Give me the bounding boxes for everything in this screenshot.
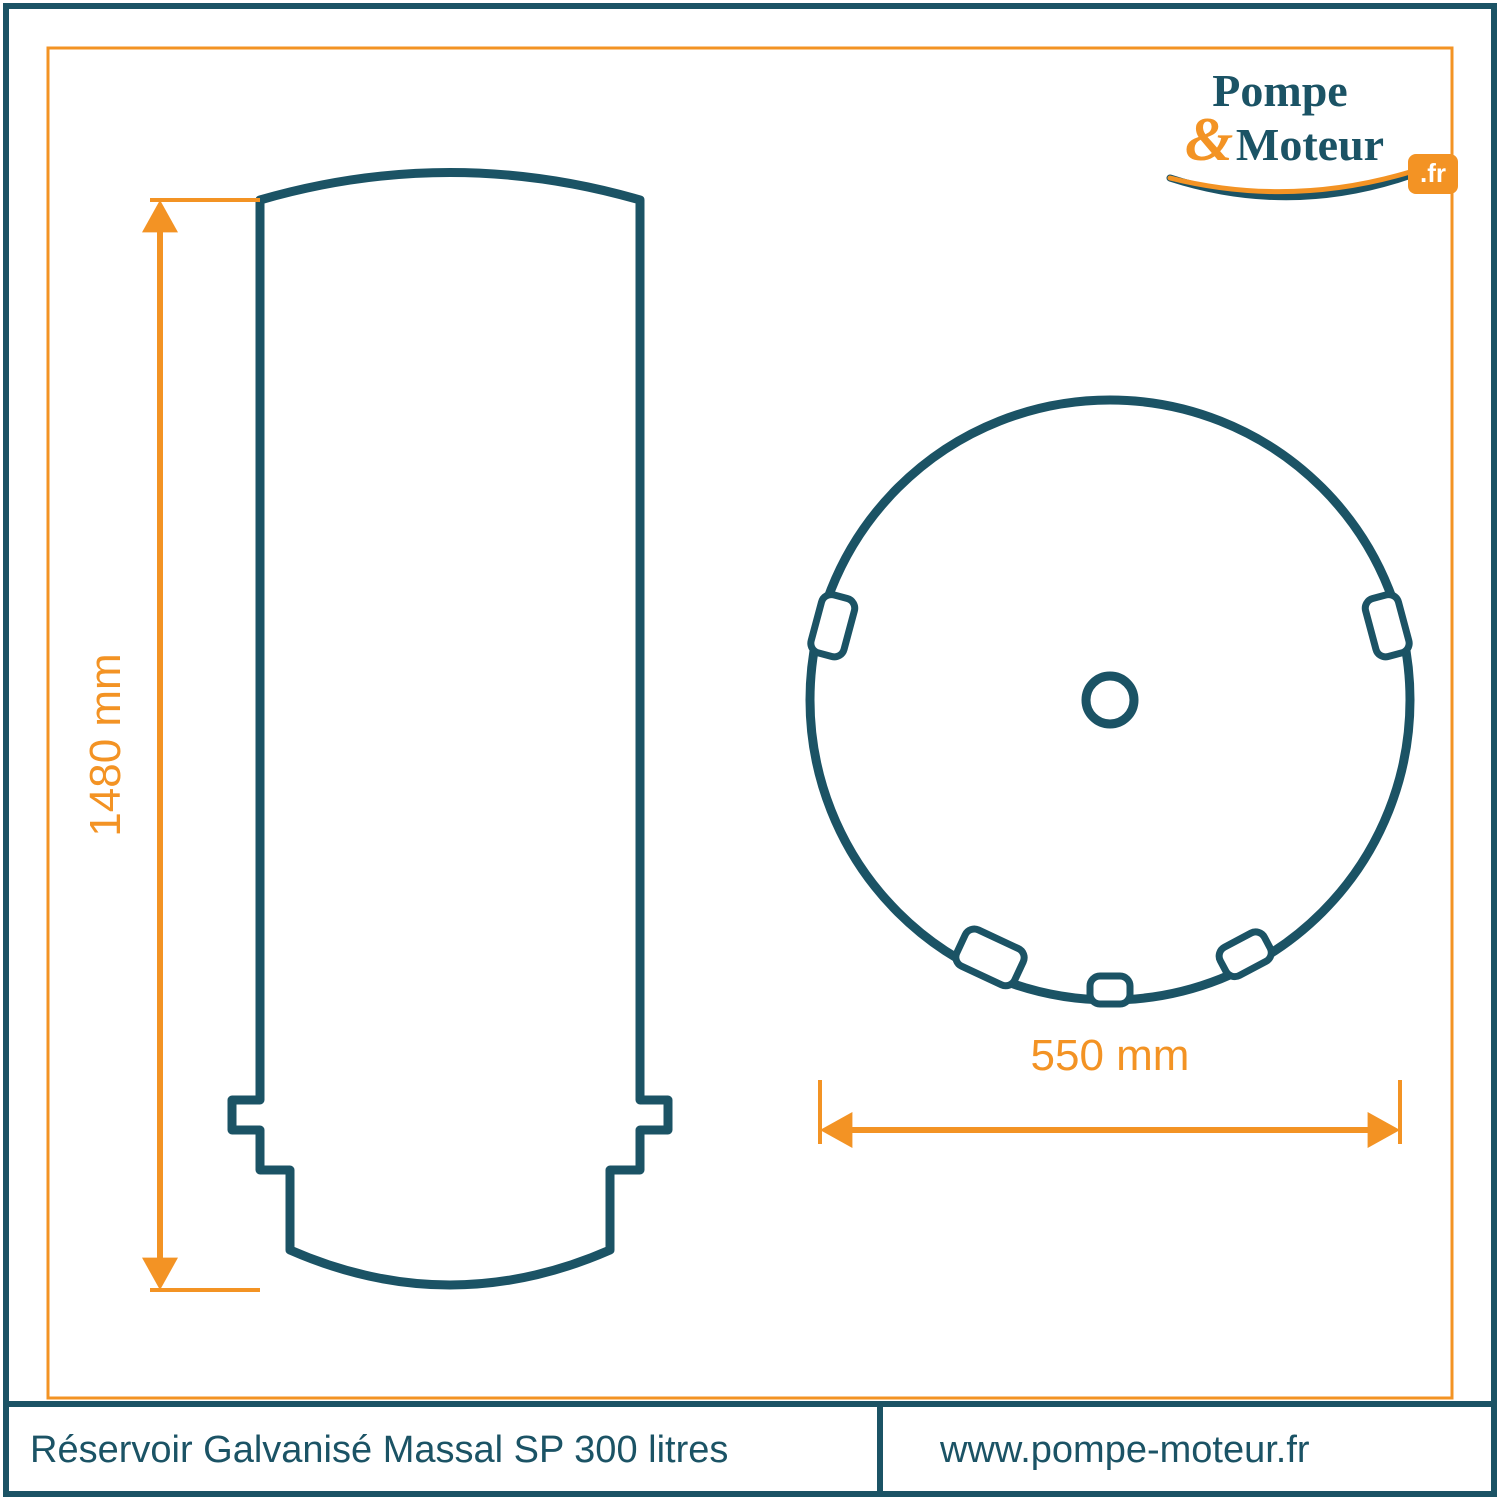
diagram-svg: Réservoir Galvanisé Massal SP 300 litres… — [0, 0, 1500, 1500]
tank-top-view — [810, 400, 1410, 1000]
port-tab — [953, 926, 1028, 989]
height-label: 1480 mm — [81, 653, 130, 836]
port-tab — [809, 592, 857, 659]
diagram-page: Réservoir Galvanisé Massal SP 300 litres… — [0, 0, 1500, 1500]
tank-side-view — [232, 173, 668, 1286]
website-url: www.pompe-moteur.fr — [939, 1429, 1310, 1471]
logo-line2: Moteur — [1236, 119, 1384, 170]
product-title: Réservoir Galvanisé Massal SP 300 litres — [30, 1429, 728, 1471]
center-port — [1086, 676, 1134, 724]
diameter-label: 550 mm — [1031, 1031, 1190, 1080]
logo-ampersand: & — [1185, 106, 1233, 174]
port-tab — [1090, 976, 1130, 1004]
port-tab — [1216, 928, 1275, 980]
svg-text:.fr: .fr — [1420, 158, 1446, 188]
port-tab — [1363, 592, 1411, 659]
